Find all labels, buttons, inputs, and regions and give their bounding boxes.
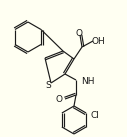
Text: NH: NH (81, 76, 94, 85)
Text: O: O (75, 28, 83, 38)
Text: O: O (55, 95, 62, 103)
Text: OH: OH (91, 36, 105, 45)
Text: Cl: Cl (90, 112, 99, 121)
Text: S: S (45, 81, 51, 89)
